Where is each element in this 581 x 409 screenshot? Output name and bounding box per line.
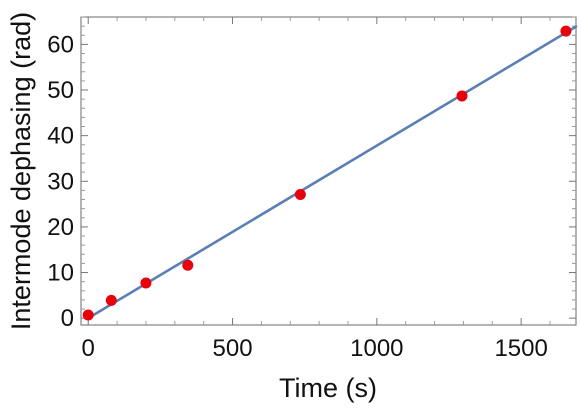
fit-line bbox=[86, 25, 578, 320]
series-layer bbox=[82, 25, 578, 321]
x-tick-label: 500 bbox=[213, 335, 253, 362]
x-tick-label: 0 bbox=[82, 335, 95, 362]
y-axis-label: Intermode dephasing (rad) bbox=[6, 12, 36, 330]
y-tick-label: 0 bbox=[61, 305, 74, 332]
y-tick-label: 20 bbox=[47, 214, 74, 241]
y-tick-label: 30 bbox=[47, 168, 74, 195]
data-point bbox=[560, 25, 572, 37]
data-point bbox=[140, 277, 152, 289]
x-tick-label: 1000 bbox=[350, 335, 403, 362]
data-point bbox=[82, 309, 94, 321]
data-point bbox=[456, 90, 468, 102]
y-tick-label: 50 bbox=[47, 77, 74, 104]
data-point bbox=[294, 188, 306, 200]
plot-frame bbox=[80, 16, 577, 326]
y-tick-label: 10 bbox=[47, 260, 74, 287]
data-point bbox=[105, 294, 117, 306]
data-point bbox=[182, 259, 194, 271]
y-tick-label: 60 bbox=[47, 31, 74, 58]
labels-layer: 0 500 1000 1500 0 10 20 30 40 50 60 bbox=[47, 31, 548, 362]
x-axis-label: Time (s) bbox=[279, 373, 377, 403]
x-tick-label: 1500 bbox=[494, 335, 547, 362]
ticks-layer bbox=[81, 16, 576, 325]
y-tick-label: 40 bbox=[47, 123, 74, 150]
